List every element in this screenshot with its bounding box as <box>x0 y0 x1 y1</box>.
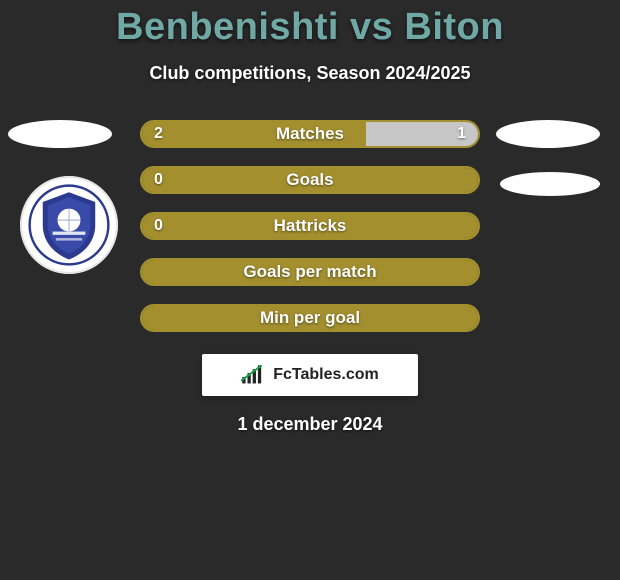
stat-bar-goals: 0 Goals <box>140 166 480 194</box>
barchart-icon <box>241 365 267 385</box>
stat-value-left: 2 <box>154 125 163 143</box>
stat-value-right: 1 <box>457 125 466 143</box>
stat-label: Hattricks <box>274 216 347 236</box>
player-right-shape <box>496 120 600 148</box>
brand-text: FcTables.com <box>273 366 379 384</box>
stat-value-left: 0 <box>154 217 163 235</box>
stat-bar-mpg: Min per goal <box>140 304 480 332</box>
stat-bars: 2 1 Matches 0 Goals 0 Hattricks Goals per match… <box>140 120 480 332</box>
player-left-shape <box>8 120 112 148</box>
stat-label: Goals <box>286 170 333 190</box>
brand-badge: FcTables.com <box>202 354 418 396</box>
shield-icon <box>28 184 110 266</box>
stat-bar-hattricks: 0 Hattricks <box>140 212 480 240</box>
page-title: Benbenishti vs Biton <box>116 6 504 49</box>
stat-bar-matches: 2 1 Matches <box>140 120 480 148</box>
stat-bar-gpm: Goals per match <box>140 258 480 286</box>
club-logo-left <box>20 176 118 274</box>
stat-value-left: 0 <box>154 171 163 189</box>
page-subtitle: Club competitions, Season 2024/2025 <box>149 63 470 84</box>
comparison-arena: 2 1 Matches 0 Goals 0 Hattricks Goals per match… <box>0 120 620 332</box>
player-right-shape-2 <box>500 172 600 196</box>
date-text: 1 december 2024 <box>237 414 382 435</box>
infographic-root: Benbenishti vs Biton Club competitions, … <box>0 0 620 580</box>
stat-label: Min per goal <box>260 308 360 328</box>
stat-label: Matches <box>276 124 344 144</box>
stat-label: Goals per match <box>243 262 376 282</box>
